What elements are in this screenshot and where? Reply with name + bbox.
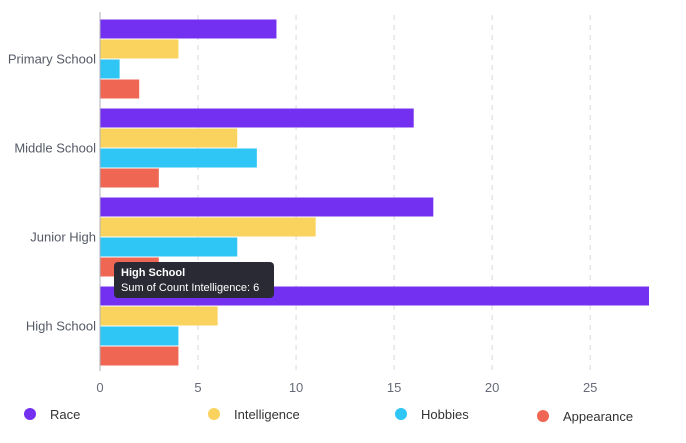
y-category-label-primary-school: Primary School [8,52,96,67]
legend-marker-race [24,408,36,420]
bar-primary-school-appearance [100,79,140,99]
x-tick-label-0: 0 [96,380,103,395]
legend-label-hobbies: Hobbies [421,407,469,422]
x-tick-label-25: 25 [583,380,597,395]
bar-primary-school-hobbies [100,59,120,79]
legend-label-appearance: Appearance [563,409,633,424]
bar-primary-school-intelligence [100,39,179,59]
y-category-label-middle-school: Middle School [14,141,96,156]
legend-label-intelligence: Intelligence [234,407,300,422]
bar-high-school-appearance [100,346,179,366]
legend-label-race: Race [50,407,80,422]
bar-middle-school-hobbies [100,148,257,168]
bar-high-school-hobbies [100,326,179,346]
chart-tooltip: High School Sum of Count Intelligence: 6 [114,262,274,298]
bar-middle-school-race [100,108,414,128]
bar-junior-high-intelligence [100,217,316,237]
legend-marker-intelligence [208,408,220,420]
bar-junior-high-race [100,197,434,217]
tooltip-body: Sum of Count Intelligence: 6 [121,282,260,294]
legend-marker-appearance [537,410,549,422]
legend-marker-hobbies [395,408,407,420]
x-tick-label-10: 10 [289,380,303,395]
tooltip-title: High School [121,267,186,279]
bar-junior-high-hobbies [100,237,238,257]
bar-middle-school-appearance [100,168,159,188]
y-category-label-high-school: High School [26,319,96,334]
bar-high-school-intelligence [100,306,218,326]
x-tick-label-5: 5 [194,380,201,395]
bar-middle-school-intelligence [100,128,238,148]
x-tick-label-15: 15 [387,380,401,395]
x-tick-label-20: 20 [485,380,499,395]
y-category-label-junior-high: Junior High [30,230,96,245]
bar-primary-school-race [100,19,277,39]
